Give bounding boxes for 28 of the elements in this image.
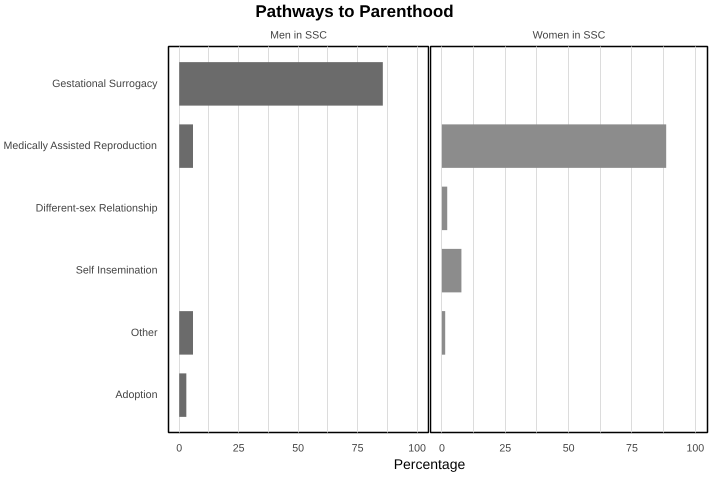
chart-title: Pathways to Parenthood (255, 1, 454, 23)
y-tick-label: Other (130, 326, 158, 339)
x-tick-label: 75 (626, 442, 638, 454)
x-tick-label: 75 (352, 442, 364, 454)
bar (442, 311, 446, 355)
bar (179, 311, 193, 355)
x-axis-title: Percentage (394, 455, 466, 474)
x-tick-label: 0 (438, 442, 445, 454)
x-tick-label: 0 (176, 442, 182, 454)
chart-subtitle: Women in SSC (532, 30, 606, 42)
chart-subtitle: Men in SSC (270, 30, 328, 42)
x-tick-label: 25 (232, 442, 245, 454)
y-tick-label: Different-sex Relationship (36, 202, 158, 214)
x-tick-label: 50 (292, 442, 304, 454)
x-tick-label: 50 (562, 442, 575, 454)
bar (179, 373, 186, 417)
bar (442, 186, 448, 230)
x-tick-label: 100 (686, 442, 704, 454)
x-tick-label: 25 (499, 442, 512, 454)
x-tick-label: 100 (408, 442, 426, 454)
bar (179, 62, 383, 106)
y-tick-label: Self Insemination (76, 264, 158, 277)
bar (179, 124, 193, 168)
bar (442, 124, 666, 168)
y-tick-label: Adoption (115, 389, 158, 402)
y-tick-label: Gestational Surrogacy (52, 78, 158, 90)
y-tick-label: Medically Assisted Reproduction (4, 140, 157, 152)
bar (442, 248, 462, 292)
